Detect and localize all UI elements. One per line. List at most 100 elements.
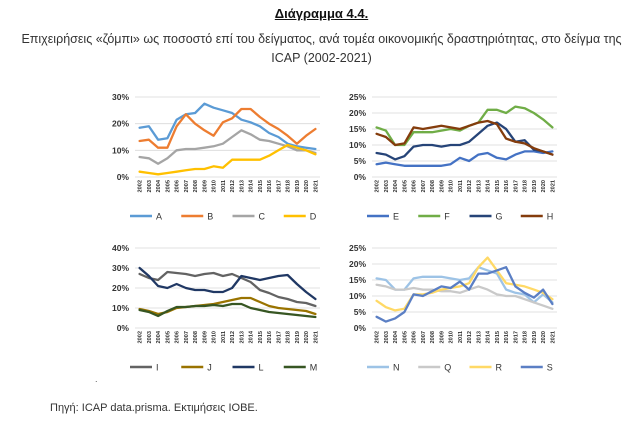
x-tick-label: 2007 (421, 180, 427, 192)
x-tick-label: 2004 (393, 330, 399, 343)
x-tick-label: 2004 (393, 179, 399, 192)
legend-label-M: M (310, 363, 318, 373)
chart-panel-1: 0%10%20%30%2002 2003 2004 2005 2006 2007 2008 2… (112, 92, 320, 222)
y-tick-label: 25% (349, 92, 366, 102)
x-tick-label: 2021 (550, 180, 556, 192)
y-tick-label: 25% (349, 243, 366, 253)
y-tick-label: 0% (354, 172, 367, 182)
x-tick-label: 2020 (304, 331, 310, 343)
x-tick-label: 2018 (286, 180, 292, 192)
x-tick-label: 2006 (412, 180, 418, 192)
x-tick-label: 2005 (402, 180, 408, 192)
x-tick-label: 2012 (467, 180, 473, 192)
x-tick-label: 2013 (239, 331, 245, 343)
x-tick-label: 2002 (375, 180, 381, 192)
x-tick-label: 2009 (439, 180, 445, 192)
x-tick-label: 2011 (458, 180, 464, 192)
x-tick-label: 2019 (532, 331, 538, 343)
x-tick-label: 2018 (286, 331, 292, 343)
x-tick-label: 2015 (258, 331, 264, 343)
chart-panel-2: 0% 5% 10% 15% 20% 25% 2002 2003 2004 2005 2006 2007… (349, 92, 557, 222)
x-tick-label: 2021 (550, 331, 556, 343)
series-line-F (375, 105, 554, 147)
x-tick-label: 2008 (430, 180, 436, 192)
x-tick-label: 2003 (147, 331, 153, 343)
y-tick-label: 10% (349, 291, 366, 301)
legend-label-G: G (496, 212, 503, 222)
legend-label-C: C (259, 212, 266, 222)
chart-panel-3: 0%10%20%30%40%2002 2003 2004 2005 2006 2007 20… (112, 243, 320, 373)
legend-label-J: J (207, 363, 212, 373)
x-tick-label: 2006 (412, 331, 418, 343)
x-tick-label: 2012 (230, 180, 236, 192)
series-line-B (138, 107, 317, 149)
x-tick-label: 2020 (541, 331, 547, 343)
x-tick-label: 2010 (212, 331, 218, 343)
legend-label-L: L (259, 363, 264, 373)
x-tick-label: 2003 (384, 331, 390, 343)
x-tick-label: 2008 (430, 331, 436, 343)
legend-label-R: R (496, 363, 503, 373)
legend-label-A: A (156, 212, 162, 222)
x-tick-label: 2006 (175, 331, 181, 343)
x-tick-label: 2019 (295, 331, 301, 343)
x-tick-label: 2007 (184, 180, 190, 192)
chart-panel-4: 0% 5% 10% 15% 20% 25% 2002 2003 2004 2005 2006 2007… (349, 243, 557, 373)
x-tick-label: 2003 (147, 180, 153, 192)
y-tick-label: 30% (112, 92, 129, 102)
x-tick-label: 2004 (156, 330, 162, 343)
y-tick-label: 0% (117, 323, 130, 333)
y-tick-label: 20% (349, 108, 366, 118)
x-tick-label: 2018 (523, 331, 529, 343)
x-tick-label: 2014 (486, 330, 492, 343)
x-tick-label: 2006 (175, 180, 181, 192)
x-tick-label: 2011 (458, 331, 464, 343)
x-tick-label: 2002 (138, 331, 144, 343)
y-tick-label: 10% (112, 145, 129, 155)
y-tick-label: 15% (349, 124, 366, 134)
x-tick-label: 2008 (193, 331, 199, 343)
x-tick-label: 2010 (449, 331, 455, 343)
legend-label-F: F (444, 212, 450, 222)
legend-label-E: E (393, 212, 399, 222)
legend-label-I: I (156, 363, 159, 373)
chart-title: Διάγραμμα 4.4. (274, 6, 369, 21)
x-tick-label: 2002 (138, 180, 144, 192)
y-tick-label: 15% (349, 275, 366, 285)
x-tick-label: 2012 (230, 331, 236, 343)
x-tick-label: 2018 (523, 180, 529, 192)
legend-label-Q: Q (444, 363, 451, 373)
series-line-E (375, 150, 554, 167)
series-line-D (138, 143, 317, 176)
x-tick-label: 2013 (476, 331, 482, 343)
x-tick-label: 2014 (249, 179, 255, 192)
x-tick-label: 2014 (486, 179, 492, 192)
footnote-mark: . (95, 374, 98, 384)
y-tick-label: 0% (117, 172, 130, 182)
series-line-Q (375, 283, 554, 310)
x-tick-label: 2013 (239, 180, 245, 192)
y-tick-label: 10% (349, 140, 366, 150)
y-tick-label: 5% (354, 307, 367, 317)
x-tick-label: 2017 (513, 180, 519, 192)
series-line-M (138, 302, 317, 319)
series-line-R (375, 256, 554, 312)
x-tick-label: 2020 (304, 180, 310, 192)
x-tick-label: 2013 (476, 180, 482, 192)
x-tick-label: 2007 (184, 331, 190, 343)
y-tick-label: 30% (112, 263, 129, 273)
x-tick-label: 2016 (504, 180, 510, 192)
x-tick-label: 2017 (513, 331, 519, 343)
x-tick-label: 2004 (156, 179, 162, 192)
x-tick-label: 2003 (384, 180, 390, 192)
x-tick-label: 2017 (276, 331, 282, 343)
y-tick-label: 10% (112, 303, 129, 313)
x-tick-label: 2016 (267, 180, 273, 192)
series-line-A (138, 102, 317, 151)
x-tick-label: 2016 (267, 331, 273, 343)
legend-label-S: S (547, 363, 553, 373)
x-tick-label: 2012 (467, 331, 473, 343)
x-tick-label: 2011 (221, 180, 227, 192)
x-tick-label: 2019 (532, 180, 538, 192)
